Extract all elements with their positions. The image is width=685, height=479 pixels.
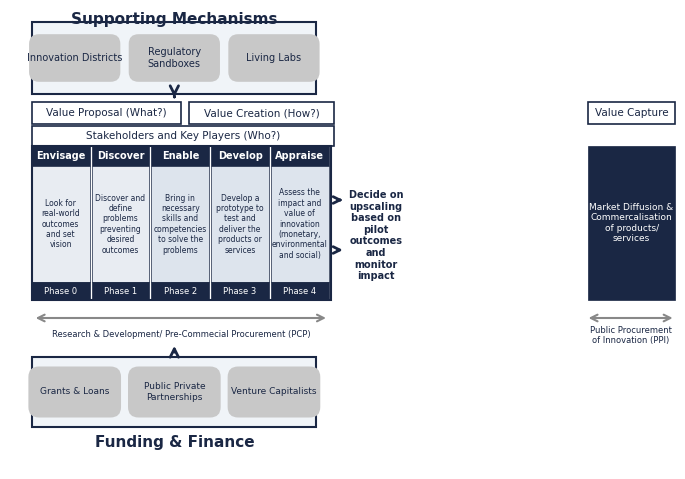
Bar xyxy=(32,102,182,124)
Text: Phase 1: Phase 1 xyxy=(104,286,137,296)
Text: Supporting Mechanisms: Supporting Mechanisms xyxy=(71,12,277,27)
Bar xyxy=(92,282,149,300)
Text: Grants & Loans: Grants & Loans xyxy=(40,388,110,397)
Text: Stakeholders and Key Players (Who?): Stakeholders and Key Players (Who?) xyxy=(86,131,280,141)
Bar xyxy=(32,146,90,166)
Text: Decide on
upscaling
based on
pilot
outcomes
and
monitor
impact: Decide on upscaling based on pilot outco… xyxy=(349,190,403,281)
Text: Living Labs: Living Labs xyxy=(247,53,301,63)
Bar xyxy=(32,166,90,282)
Text: Develop: Develop xyxy=(218,151,262,161)
Text: Appraise: Appraise xyxy=(275,151,325,161)
Text: Value Capture: Value Capture xyxy=(595,108,669,118)
Bar xyxy=(32,146,331,300)
Text: Phase 0: Phase 0 xyxy=(45,286,77,296)
Bar xyxy=(32,22,316,94)
Text: Phase 2: Phase 2 xyxy=(164,286,197,296)
Text: Value Creation (How?): Value Creation (How?) xyxy=(203,108,319,118)
FancyBboxPatch shape xyxy=(227,366,321,418)
Text: Discover: Discover xyxy=(97,151,145,161)
Text: Value Proposal (What?): Value Proposal (What?) xyxy=(47,108,167,118)
Bar xyxy=(189,102,334,124)
Bar xyxy=(32,126,334,146)
Bar xyxy=(151,166,209,282)
Text: Assess the
impact and
value of
innovation
(monetary,
environmental
and social): Assess the impact and value of innovatio… xyxy=(272,188,328,260)
FancyBboxPatch shape xyxy=(29,34,121,82)
Bar xyxy=(211,282,269,300)
Bar xyxy=(92,146,149,166)
Text: Funding & Finance: Funding & Finance xyxy=(95,435,254,450)
Text: Phase 4: Phase 4 xyxy=(284,286,316,296)
FancyBboxPatch shape xyxy=(128,366,221,418)
Text: Envisage: Envisage xyxy=(36,151,86,161)
Text: Public Private
Partnerships: Public Private Partnerships xyxy=(144,382,205,402)
Bar xyxy=(588,102,675,124)
FancyBboxPatch shape xyxy=(228,34,320,82)
Bar xyxy=(271,146,329,166)
Bar xyxy=(92,166,149,282)
Bar xyxy=(32,282,90,300)
Text: Discover and
define
problems
preventing
desired
outcomes: Discover and define problems preventing … xyxy=(95,194,146,254)
Text: Venture Capitalists: Venture Capitalists xyxy=(232,388,316,397)
Bar xyxy=(151,146,209,166)
Bar xyxy=(211,166,269,282)
Text: Innovation Districts: Innovation Districts xyxy=(27,53,123,63)
FancyBboxPatch shape xyxy=(28,366,121,418)
Bar xyxy=(271,282,329,300)
Text: Enable: Enable xyxy=(162,151,199,161)
Text: Market Diffusion &
Commercalisation
of products/
services: Market Diffusion & Commercalisation of p… xyxy=(590,203,674,243)
Bar xyxy=(32,357,316,427)
Bar xyxy=(271,166,329,282)
Bar xyxy=(211,146,269,166)
Text: Phase 3: Phase 3 xyxy=(223,286,257,296)
Bar xyxy=(151,282,209,300)
Text: Bring in
necessary
skills and
competencies
to solve the
problems: Bring in necessary skills and competenci… xyxy=(153,194,207,254)
Text: Research & Development/ Pre-Commecial Procurement (PCP): Research & Development/ Pre-Commecial Pr… xyxy=(52,330,310,339)
Text: Regulatory
Sandboxes: Regulatory Sandboxes xyxy=(148,47,201,69)
Text: Look for
real-world
outcomes
and set
vision: Look for real-world outcomes and set vis… xyxy=(41,199,80,249)
FancyBboxPatch shape xyxy=(129,34,220,82)
Bar xyxy=(588,146,675,300)
Text: Develop a
prototype to
test and
deliver the
products or
services: Develop a prototype to test and deliver … xyxy=(216,194,264,254)
Text: Public Procurement
of Innovation (PPI): Public Procurement of Innovation (PPI) xyxy=(590,326,671,345)
